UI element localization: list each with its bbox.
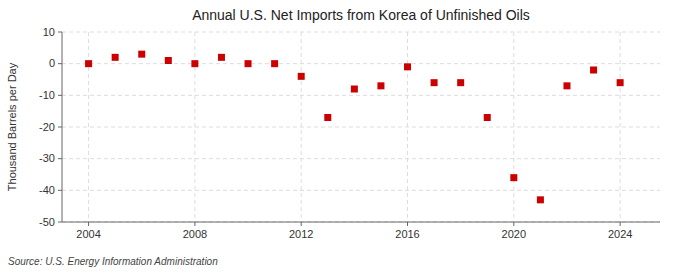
point <box>510 174 517 181</box>
source-note: Source: U.S. Energy Information Administ… <box>8 256 218 267</box>
point <box>431 79 438 86</box>
grid-line <box>62 95 660 96</box>
y-tick <box>58 127 62 128</box>
y-axis-label: Thousand Barrels per Day <box>6 62 18 191</box>
point <box>191 60 198 67</box>
y-tick-label: -40 <box>39 184 55 196</box>
grid-line <box>62 222 660 223</box>
point <box>138 51 145 58</box>
y-tick <box>58 95 62 96</box>
grid-line <box>62 63 660 64</box>
point <box>112 54 119 61</box>
x-tick <box>620 222 621 226</box>
grid <box>62 32 660 222</box>
point <box>271 60 278 67</box>
point <box>324 114 331 121</box>
x-tick-label: 2008 <box>183 228 207 240</box>
point <box>218 54 225 61</box>
axes: -50 -40 -30 -20 -10 0 10 2004 2008 2012 2016 2020 20… <box>39 26 632 241</box>
x-tick <box>194 222 195 226</box>
points <box>85 51 624 204</box>
y-tick <box>58 158 62 159</box>
grid-line <box>62 158 660 159</box>
y-tick-label: 10 <box>43 26 55 38</box>
grid-line <box>62 127 660 128</box>
y-tick-label: 0 <box>49 57 55 69</box>
point <box>351 86 358 93</box>
title: Annual U.S. Net Imports from Korea of Un… <box>192 7 530 23</box>
x-axis-line <box>62 222 660 223</box>
point <box>537 196 544 203</box>
point <box>484 114 491 121</box>
y-tick-label: -50 <box>39 216 55 228</box>
x-tick <box>407 222 408 226</box>
point <box>85 60 92 67</box>
y-tick <box>58 190 62 191</box>
grid-line <box>301 32 302 222</box>
point <box>457 79 464 86</box>
x-tick <box>88 222 89 226</box>
y-tick <box>58 63 62 64</box>
x-tick-label: 2012 <box>289 228 313 240</box>
grid-line <box>513 32 514 222</box>
y-tick-label: -30 <box>39 152 55 164</box>
y-tick-label: -10 <box>39 89 55 101</box>
x-tick-label: 2016 <box>395 228 419 240</box>
point <box>165 57 172 64</box>
x-tick-label: 2004 <box>76 228 100 240</box>
point <box>563 82 570 89</box>
point <box>298 73 305 80</box>
x-tick <box>301 222 302 226</box>
y-tick <box>58 32 62 33</box>
grid-line <box>62 190 660 191</box>
y-tick-label: -20 <box>39 121 55 133</box>
chart: -50 -40 -30 -20 -10 0 10 2004 2008 2012 2016 2020 20… <box>0 0 675 275</box>
x-tick-label: 2024 <box>608 228 632 240</box>
point <box>617 79 624 86</box>
point <box>245 60 252 67</box>
grid-line <box>62 32 660 33</box>
point <box>377 82 384 89</box>
point <box>590 67 597 74</box>
grid-line <box>620 32 621 222</box>
point <box>404 63 411 70</box>
x-tick-label: 2020 <box>502 228 526 240</box>
x-tick <box>513 222 514 226</box>
y-tick <box>58 222 62 223</box>
grid-line <box>407 32 408 222</box>
